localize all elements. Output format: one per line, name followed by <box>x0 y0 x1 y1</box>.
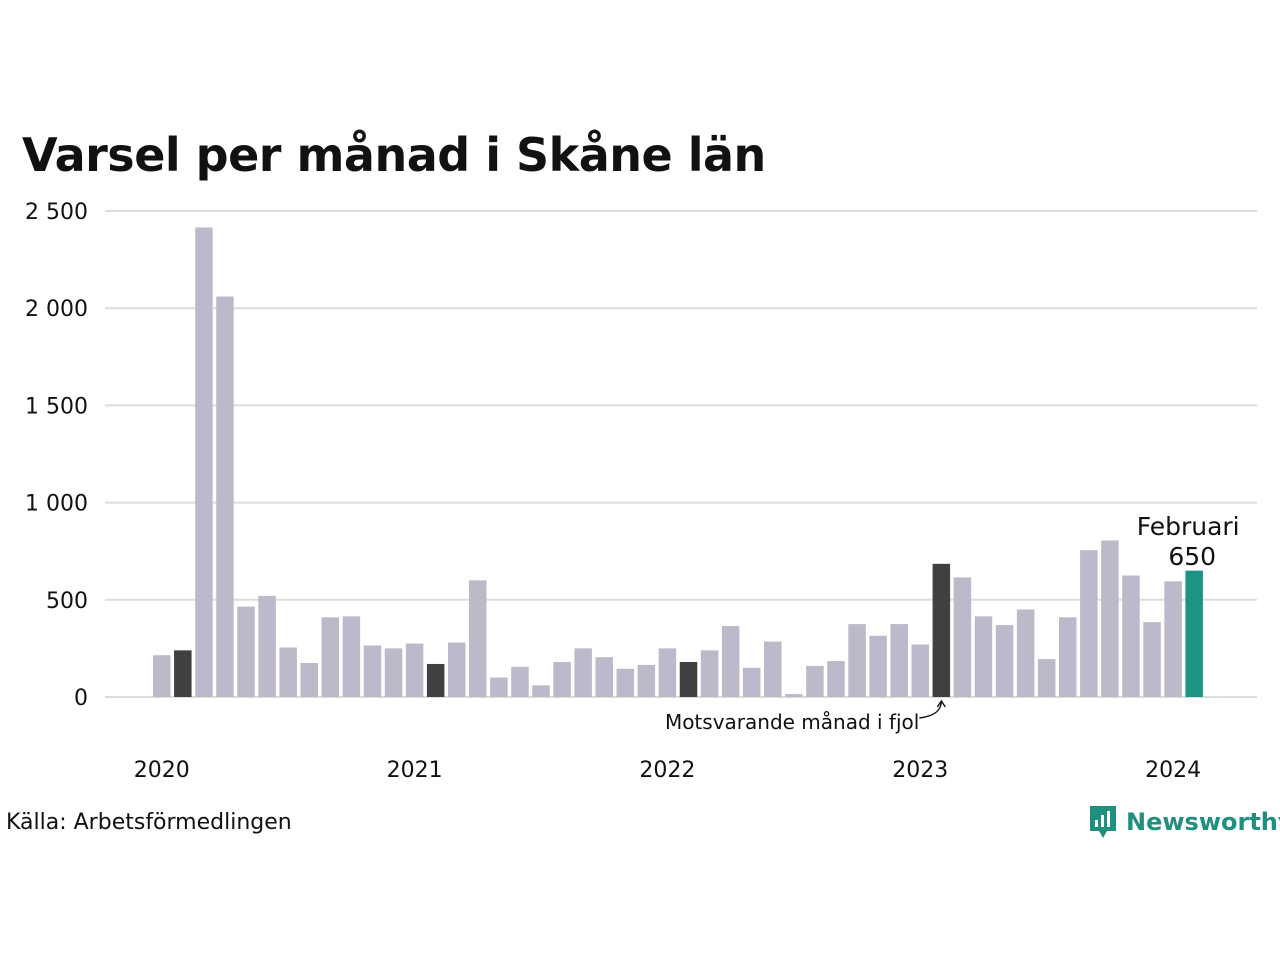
bar <box>1164 581 1182 697</box>
source-note: Källa: Arbetsförmedlingen <box>6 810 292 835</box>
bar <box>637 664 656 697</box>
x-tick-label: 2024 <box>1145 758 1201 783</box>
bar <box>469 580 487 697</box>
bar <box>490 677 508 697</box>
highlight-value-label: 650 <box>1168 542 1216 571</box>
bar <box>532 685 550 697</box>
y-tick-label: 0 <box>74 686 88 711</box>
bar <box>384 648 403 697</box>
y-tick-label: 500 <box>46 589 88 614</box>
x-tick-label: 2020 <box>134 758 190 783</box>
bar <box>1016 609 1035 697</box>
bar <box>363 645 382 697</box>
bar-same-month-previous-year <box>932 563 951 697</box>
bar <box>616 668 635 697</box>
bars <box>153 227 1203 698</box>
y-tick-label: 2 000 <box>25 297 88 322</box>
bar <box>595 657 613 697</box>
bar <box>869 635 887 697</box>
bar-same-month-previous-year <box>426 663 445 697</box>
highlight-month-label: Februari <box>1137 512 1240 541</box>
y-tick-label: 1 500 <box>25 394 88 419</box>
bar <box>995 625 1014 697</box>
bar <box>658 648 677 697</box>
x-tick-label: 2023 <box>892 758 948 783</box>
bar <box>700 650 719 697</box>
bar <box>1059 617 1077 697</box>
bar <box>806 665 824 697</box>
bar <box>153 655 171 697</box>
bar <box>574 648 592 697</box>
bar <box>237 606 255 697</box>
bar <box>1037 659 1056 697</box>
previous-year-annotation: Motsvarande månad i fjol <box>665 710 919 734</box>
y-axis-ticks: 0 500 1 000 1 500 2 000 2 500 <box>25 200 88 711</box>
bar <box>447 642 466 697</box>
annotations: Motsvarande månad i fjol Februari 650 <box>665 512 1240 734</box>
bar <box>342 616 361 697</box>
bar <box>721 626 740 697</box>
bar <box>258 595 276 697</box>
bar <box>216 296 234 697</box>
bar <box>511 666 529 697</box>
bar <box>848 624 866 697</box>
y-tick-label: 2 500 <box>25 200 88 225</box>
bar <box>742 667 761 697</box>
newsworthy-logo-icon <box>1090 806 1116 838</box>
bar <box>321 617 340 697</box>
bar <box>279 647 297 697</box>
bar-same-month-previous-year <box>679 662 698 697</box>
bar <box>953 577 972 697</box>
bar <box>785 694 803 697</box>
bar <box>553 662 571 697</box>
brand-name: Newsworthy <box>1126 808 1280 836</box>
y-tick-label: 1 000 <box>25 492 88 517</box>
bar <box>1122 575 1140 697</box>
bar <box>911 644 930 697</box>
bar-same-month-previous-year <box>174 650 192 697</box>
x-tick-label: 2021 <box>387 758 443 783</box>
bar <box>1143 622 1161 697</box>
x-axis-ticks: 2020 2021 2022 2023 2024 <box>134 758 1201 783</box>
x-tick-label: 2022 <box>639 758 695 783</box>
bar <box>1101 540 1119 697</box>
bar <box>195 227 213 698</box>
bar-highlight <box>1185 570 1203 697</box>
bar <box>405 643 424 697</box>
bar <box>890 624 908 697</box>
bar <box>827 661 845 697</box>
annotation-arrow-icon <box>919 699 946 719</box>
chart-title: Varsel per månad i Skåne län <box>22 128 766 182</box>
brand-logo: Newsworthy <box>1088 804 1280 840</box>
bar <box>974 616 993 697</box>
bar <box>300 662 318 697</box>
gridlines <box>105 210 1257 698</box>
bar <box>1080 550 1098 697</box>
bar <box>764 641 782 697</box>
